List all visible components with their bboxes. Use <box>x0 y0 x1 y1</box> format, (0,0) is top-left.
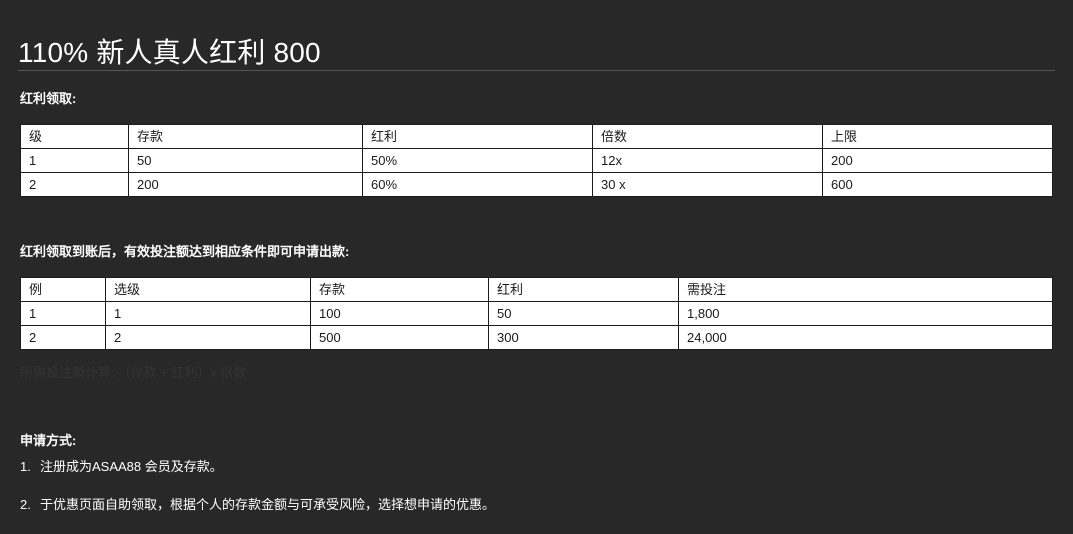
table-header-row: 级 存款 红利 倍数 上限 <box>20 124 1053 149</box>
table-row: 2 200 60% 30 x 600 <box>20 172 1053 197</box>
list-item-text: 注册成为ASAA88 会员及存款。 <box>40 459 223 474</box>
cell-deposit: 200 <box>128 172 363 197</box>
table-header-row: 例 选级 存款 红利 需投注 <box>20 277 1053 302</box>
column-header-required-wager: 需投注 <box>678 277 1053 302</box>
section-heading-bonus-claim: 红利领取: <box>20 91 77 106</box>
column-header-bonus: 红利 <box>488 277 679 302</box>
list-item-number: 2. <box>20 497 31 512</box>
apply-steps-list: 1. 注册成为ASAA88 会员及存款。 2. 于优惠页面自助领取，根据个人的存… <box>20 458 495 534</box>
bonus-tier-table: 级 存款 红利 倍数 上限 1 50 50% 12x 200 2 200 60%… <box>20 124 1053 197</box>
wager-example-table: 例 选级 存款 红利 需投注 1 1 100 50 1,800 2 2 500 … <box>20 277 1053 350</box>
column-header-deposit: 存款 <box>310 277 489 302</box>
list-item: 2. 于优惠页面自助领取，根据个人的存款金额与可承受风险，选择想申请的优惠。 <box>20 496 495 514</box>
cell-selected-tier: 2 <box>105 325 311 350</box>
cell-level: 2 <box>20 172 129 197</box>
cell-deposit: 100 <box>310 301 489 326</box>
table-row: 2 2 500 300 24,000 <box>20 325 1053 350</box>
cell-bonus: 60% <box>362 172 593 197</box>
column-header-level: 级 <box>20 124 129 149</box>
cell-multiplier: 12x <box>592 148 823 173</box>
title-divider <box>18 70 1055 71</box>
page-title: 110% 新人真人红利 800 <box>18 36 321 68</box>
column-header-example: 例 <box>20 277 106 302</box>
cell-required-wager: 24,000 <box>678 325 1053 350</box>
list-item-number: 1. <box>20 459 31 474</box>
column-header-multiplier: 倍数 <box>592 124 823 149</box>
cell-level: 1 <box>20 148 129 173</box>
cell-bonus: 300 <box>488 325 679 350</box>
column-header-selected-tier: 选级 <box>105 277 311 302</box>
cell-multiplier: 30 x <box>592 172 823 197</box>
wager-formula-note: 所需投注额计算：（存款 + 红利）x 倍数 <box>20 365 247 380</box>
cell-bonus: 50 <box>488 301 679 326</box>
cell-required-wager: 1,800 <box>678 301 1053 326</box>
cell-selected-tier: 1 <box>105 301 311 326</box>
cell-deposit: 500 <box>310 325 489 350</box>
list-item-text: 于优惠页面自助领取，根据个人的存款金额与可承受风险，选择想申请的优惠。 <box>40 497 496 512</box>
list-item: 1. 注册成为ASAA88 会员及存款。 <box>20 458 495 476</box>
section-heading-apply: 申请方式: <box>20 433 77 448</box>
cell-bonus: 50% <box>362 148 593 173</box>
cell-cap: 600 <box>822 172 1053 197</box>
table-row: 1 50 50% 12x 200 <box>20 148 1053 173</box>
cell-example: 1 <box>20 301 106 326</box>
table-row: 1 1 100 50 1,800 <box>20 301 1053 326</box>
column-header-cap: 上限 <box>822 124 1053 149</box>
cell-cap: 200 <box>822 148 1053 173</box>
cell-deposit: 50 <box>128 148 363 173</box>
section-heading-wager: 红利领取到账后，有效投注额达到相应条件即可申请出款: <box>20 244 350 259</box>
column-header-bonus: 红利 <box>362 124 593 149</box>
column-header-deposit: 存款 <box>128 124 363 149</box>
cell-example: 2 <box>20 325 106 350</box>
